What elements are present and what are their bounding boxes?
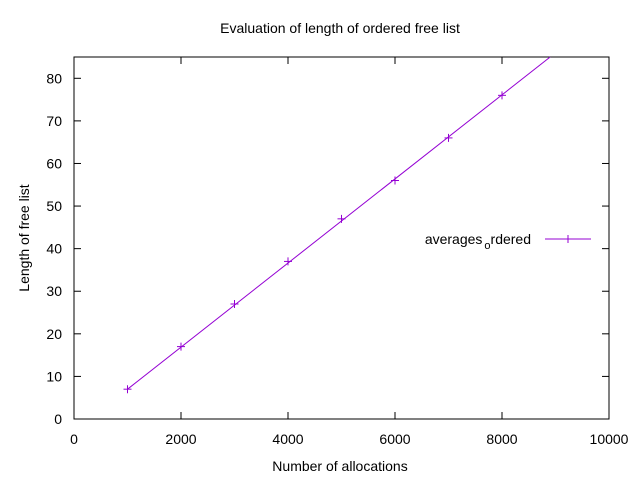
data-point [230, 300, 239, 309]
data-point [177, 342, 185, 351]
series-line-averages-ordered [127, 56, 551, 390]
chart-title: Evaluation of length of ordered free lis… [220, 20, 460, 36]
x-tick-label: 0 [70, 431, 78, 447]
y-tick-label: 30 [46, 283, 62, 299]
y-tick-label: 60 [46, 155, 62, 171]
x-tick-label: 4000 [272, 431, 303, 447]
legend-label-rest: rdered [491, 231, 531, 247]
series-marks [123, 56, 551, 394]
y-tick-label: 80 [46, 70, 62, 86]
y-tick-label: 10 [46, 368, 62, 384]
x-tick-label: 2000 [165, 431, 196, 447]
axis-ticks: 0 2000 4000 6000 8000 10000 0 10 20 30 40 50 60 70 80 [46, 57, 629, 447]
data-point [444, 133, 453, 142]
data-point [498, 91, 506, 100]
legend-label-subscript: o [484, 240, 490, 252]
x-tick-label: 10000 [590, 431, 629, 447]
y-tick-label: 20 [46, 326, 62, 342]
x-axis-label: Number of allocations [272, 458, 407, 474]
x-tick-label: 6000 [379, 431, 410, 447]
x-tick-label: 8000 [486, 431, 517, 447]
y-tick-label: 0 [54, 411, 62, 427]
plot-frame [73, 56, 610, 420]
data-point [284, 257, 292, 266]
y-axis-label: Length of free list [16, 184, 32, 292]
data-point [391, 176, 399, 185]
y-tick-label: 40 [46, 241, 62, 257]
legend: averages ordered [425, 231, 591, 252]
legend-label: averages ordered [425, 231, 531, 252]
y-tick-label: 70 [46, 113, 62, 129]
data-point [123, 385, 132, 394]
y-tick-label: 50 [46, 198, 62, 214]
legend-point [564, 235, 572, 243]
data-point [337, 214, 346, 223]
legend-label-main: averages [425, 231, 483, 247]
legend-marker [564, 235, 572, 243]
